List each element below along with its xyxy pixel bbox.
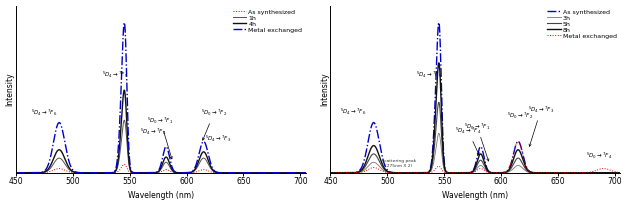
- Text: $^5D_4{\rightarrow}^7F_3$: $^5D_4{\rightarrow}^7F_3$: [205, 134, 231, 144]
- Y-axis label: Intensity: Intensity: [320, 72, 329, 106]
- Legend: As synthesized, 3h, 5h, 8h, Metal exchanged: As synthesized, 3h, 5h, 8h, Metal exchan…: [547, 9, 617, 39]
- Text: $^5D_4{\rightarrow}^7F_5$: $^5D_4{\rightarrow}^7F_5$: [102, 69, 128, 80]
- Text: $^5D_0{\rightarrow}^7F_2$: $^5D_0{\rightarrow}^7F_2$: [508, 111, 533, 122]
- Text: $^5D_4{\rightarrow}^7F_4$: $^5D_4{\rightarrow}^7F_4$: [140, 127, 167, 137]
- Text: $^5D_4{\rightarrow}^7F_6$: $^5D_4{\rightarrow}^7F_6$: [340, 107, 366, 117]
- Y-axis label: Intensity: Intensity: [6, 72, 14, 106]
- X-axis label: Wavelength (nm): Wavelength (nm): [442, 191, 508, 200]
- Text: $^5D_0{\rightarrow}^7F_2$: $^5D_0{\rightarrow}^7F_2$: [201, 108, 227, 140]
- Text: scattering peak
(275nm X 2): scattering peak (275nm X 2): [382, 159, 416, 168]
- Text: $^5D_0{\rightarrow}^7F_1$: $^5D_0{\rightarrow}^7F_1$: [147, 116, 174, 159]
- Text: $^5D_4{\rightarrow}^7F_5$: $^5D_4{\rightarrow}^7F_5$: [416, 69, 442, 80]
- Legend: As synthesized, 1h, 4h, Metal exchanged: As synthesized, 1h, 4h, Metal exchanged: [232, 9, 303, 33]
- Text: $^5D_0{\rightarrow}^7F_4$: $^5D_0{\rightarrow}^7F_4$: [586, 151, 612, 161]
- X-axis label: Wavelength (nm): Wavelength (nm): [128, 191, 194, 200]
- Text: $^5D_4{\rightarrow}^7F_3$: $^5D_4{\rightarrow}^7F_3$: [528, 105, 554, 146]
- Text: $^5D_4{\rightarrow}^7F_6$: $^5D_4{\rightarrow}^7F_6$: [31, 108, 57, 118]
- Text: $^5D_4{\rightarrow}^7F_4$: $^5D_4{\rightarrow}^7F_4$: [455, 126, 481, 155]
- Text: $^5D_0{\rightarrow}^7F_1$: $^5D_0{\rightarrow}^7F_1$: [464, 122, 490, 161]
